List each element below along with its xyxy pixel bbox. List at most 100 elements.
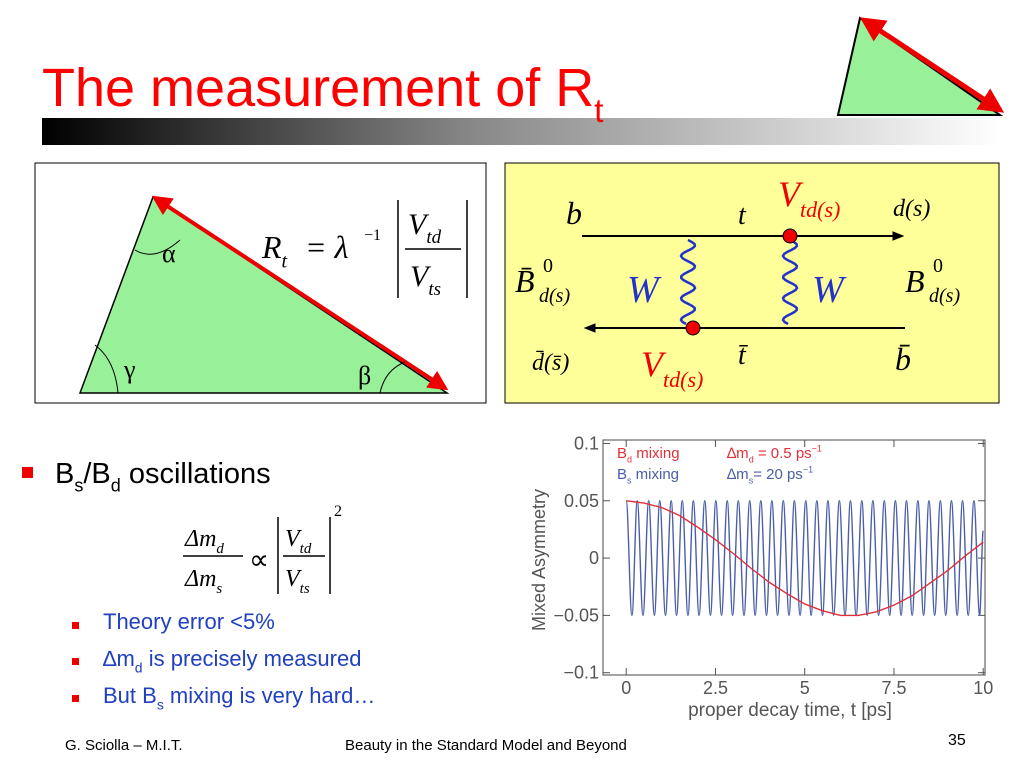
formula-part-part: ts <box>300 581 310 597</box>
formula-part-part: d <box>216 541 224 557</box>
sub-bullet-text-part: mixing is very hard… <box>164 683 376 708</box>
formula-part-part: t <box>282 251 288 273</box>
feynman-box <box>504 162 1000 404</box>
legend-entry-part: mixing <box>632 466 680 483</box>
formula-part: Vtd <box>408 208 442 248</box>
formula-part-part: V <box>285 566 302 592</box>
legend-label: ∆ms= 20 ps−1 <box>727 464 813 485</box>
formula-part: 2 <box>334 503 342 520</box>
sub-bullet-text-part: But B <box>103 683 157 708</box>
quark-label: t <box>738 200 747 231</box>
legend-label-part: −1 <box>812 443 822 453</box>
formula-part-part: V <box>410 260 432 293</box>
formula-part-part: Δm <box>184 526 216 552</box>
legend-label-part: ∆m <box>727 445 749 462</box>
w-boson-right <box>781 238 799 326</box>
x-axis-label: proper decay time, t [ps] <box>688 700 892 721</box>
footer-author: G. Sciolla – M.I.T. <box>65 737 183 754</box>
bullet-marker <box>72 695 79 702</box>
sub-bullet-text-part: ∆m <box>103 646 135 671</box>
y-tick-label: −0.1 <box>563 663 599 683</box>
angle-label: γ <box>123 355 136 384</box>
legend-entry-part: d <box>627 455 632 465</box>
vertex <box>782 228 798 244</box>
quark-label: b <box>566 195 582 231</box>
slide-title-part: The measurement of R <box>42 58 594 118</box>
ckm-label-part: V <box>641 344 667 384</box>
meson-label: B <box>905 263 925 299</box>
beta-arc <box>379 361 406 394</box>
page-number: 35 <box>948 732 966 749</box>
vertex <box>685 320 701 336</box>
bullet-text-part: d <box>111 476 121 496</box>
quark-label: d(s) <box>893 196 930 222</box>
x-tick-label: 7.5 <box>881 678 906 698</box>
formula-part-part: V <box>408 208 430 241</box>
legend-entry-part: B <box>617 445 627 462</box>
plot-frame <box>602 439 986 676</box>
angle-label: α <box>162 239 176 268</box>
formula-part: Δms <box>184 566 222 597</box>
y-tick-label: −0.05 <box>553 605 599 625</box>
alpha-arc <box>134 239 181 255</box>
quark-label: b̄ <box>895 341 911 377</box>
legend-entry-part: s <box>627 476 632 486</box>
series-line <box>626 500 984 617</box>
sub-bullet-text: ∆md is precisely measured <box>103 646 361 676</box>
triangle-icon <box>836 16 1004 116</box>
slide-title: The measurement of Rt <box>42 58 603 129</box>
formula-part-part: Δm <box>184 566 216 592</box>
legend-entry-part: B <box>617 466 627 483</box>
formula-part-part: td <box>300 541 312 557</box>
sub-bullet-text-part: s <box>157 697 164 713</box>
sub-bullet-text: But Bs mixing is very hard… <box>103 683 375 713</box>
legend-entry: Bd mixing <box>617 445 680 465</box>
meson-label: d(s) <box>929 285 960 307</box>
legend-label-part: = 20 ps <box>753 466 803 483</box>
w-boson-left <box>679 238 697 326</box>
formula-part: ∝ <box>249 545 269 576</box>
formula-part: Rt <box>261 229 288 273</box>
y-tick-label: 0.05 <box>564 491 599 511</box>
legend-label-part: s <box>749 476 754 486</box>
formula-part: Vts <box>285 566 310 597</box>
formula-part-part: s <box>216 581 222 597</box>
formula-part-part: V <box>285 526 302 552</box>
sub-bullet-text-part: d <box>135 660 143 676</box>
rt-side <box>151 195 449 391</box>
formula-lines <box>183 200 468 594</box>
ckm-label-part: td(s) <box>800 197 840 222</box>
formula-part: −1 <box>364 227 381 244</box>
x-tick-label: 10 <box>973 678 993 698</box>
meson-label: B̄ <box>515 263 535 299</box>
ckm-label: Vtd(s) <box>641 344 703 392</box>
legend-label-part: = 0.5 ps <box>754 445 812 462</box>
formula-part-part: td <box>426 227 441 248</box>
legend-label: ∆md = 0.5 ps−1 <box>727 443 822 464</box>
bullet-text-part: B <box>55 458 74 490</box>
bullet-text-part: oscillations <box>121 458 271 490</box>
meson-label: 0 <box>933 255 943 277</box>
quark-label: d̄(s̄) <box>532 350 569 376</box>
y-tick-label: 0.1 <box>574 433 599 453</box>
x-tick-label: 2.5 <box>703 678 728 698</box>
formula-part: Vts <box>410 260 441 300</box>
bullet-marker <box>22 467 33 478</box>
legend-label-part: ∆m <box>727 466 749 483</box>
ckm-label-part: td(s) <box>663 367 703 392</box>
bullet-marker <box>72 658 79 665</box>
y-axis-label: Mixed Asymmetry <box>529 489 549 631</box>
title-bar <box>42 118 1000 145</box>
x-tick-label: 0 <box>621 678 631 698</box>
x-tick-label: 5 <box>800 678 810 698</box>
series-line <box>625 500 984 617</box>
bullet-text-part: /B <box>83 458 110 490</box>
formula-part: Δmd <box>184 526 224 557</box>
triangle-icon-arrow <box>859 17 1005 113</box>
formula-part-part: ts <box>428 279 441 300</box>
sub-bullet-text: Theory error <5% <box>103 609 275 634</box>
legend-entry-part: mixing <box>632 445 680 462</box>
gamma-arc <box>94 344 119 394</box>
quark-label: t̄ <box>738 340 748 371</box>
